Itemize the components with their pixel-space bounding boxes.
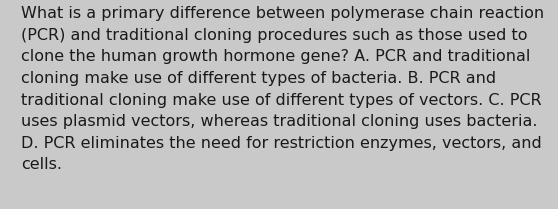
Text: What is a primary difference between polymerase chain reaction
(PCR) and traditi: What is a primary difference between pol… [21,6,544,172]
